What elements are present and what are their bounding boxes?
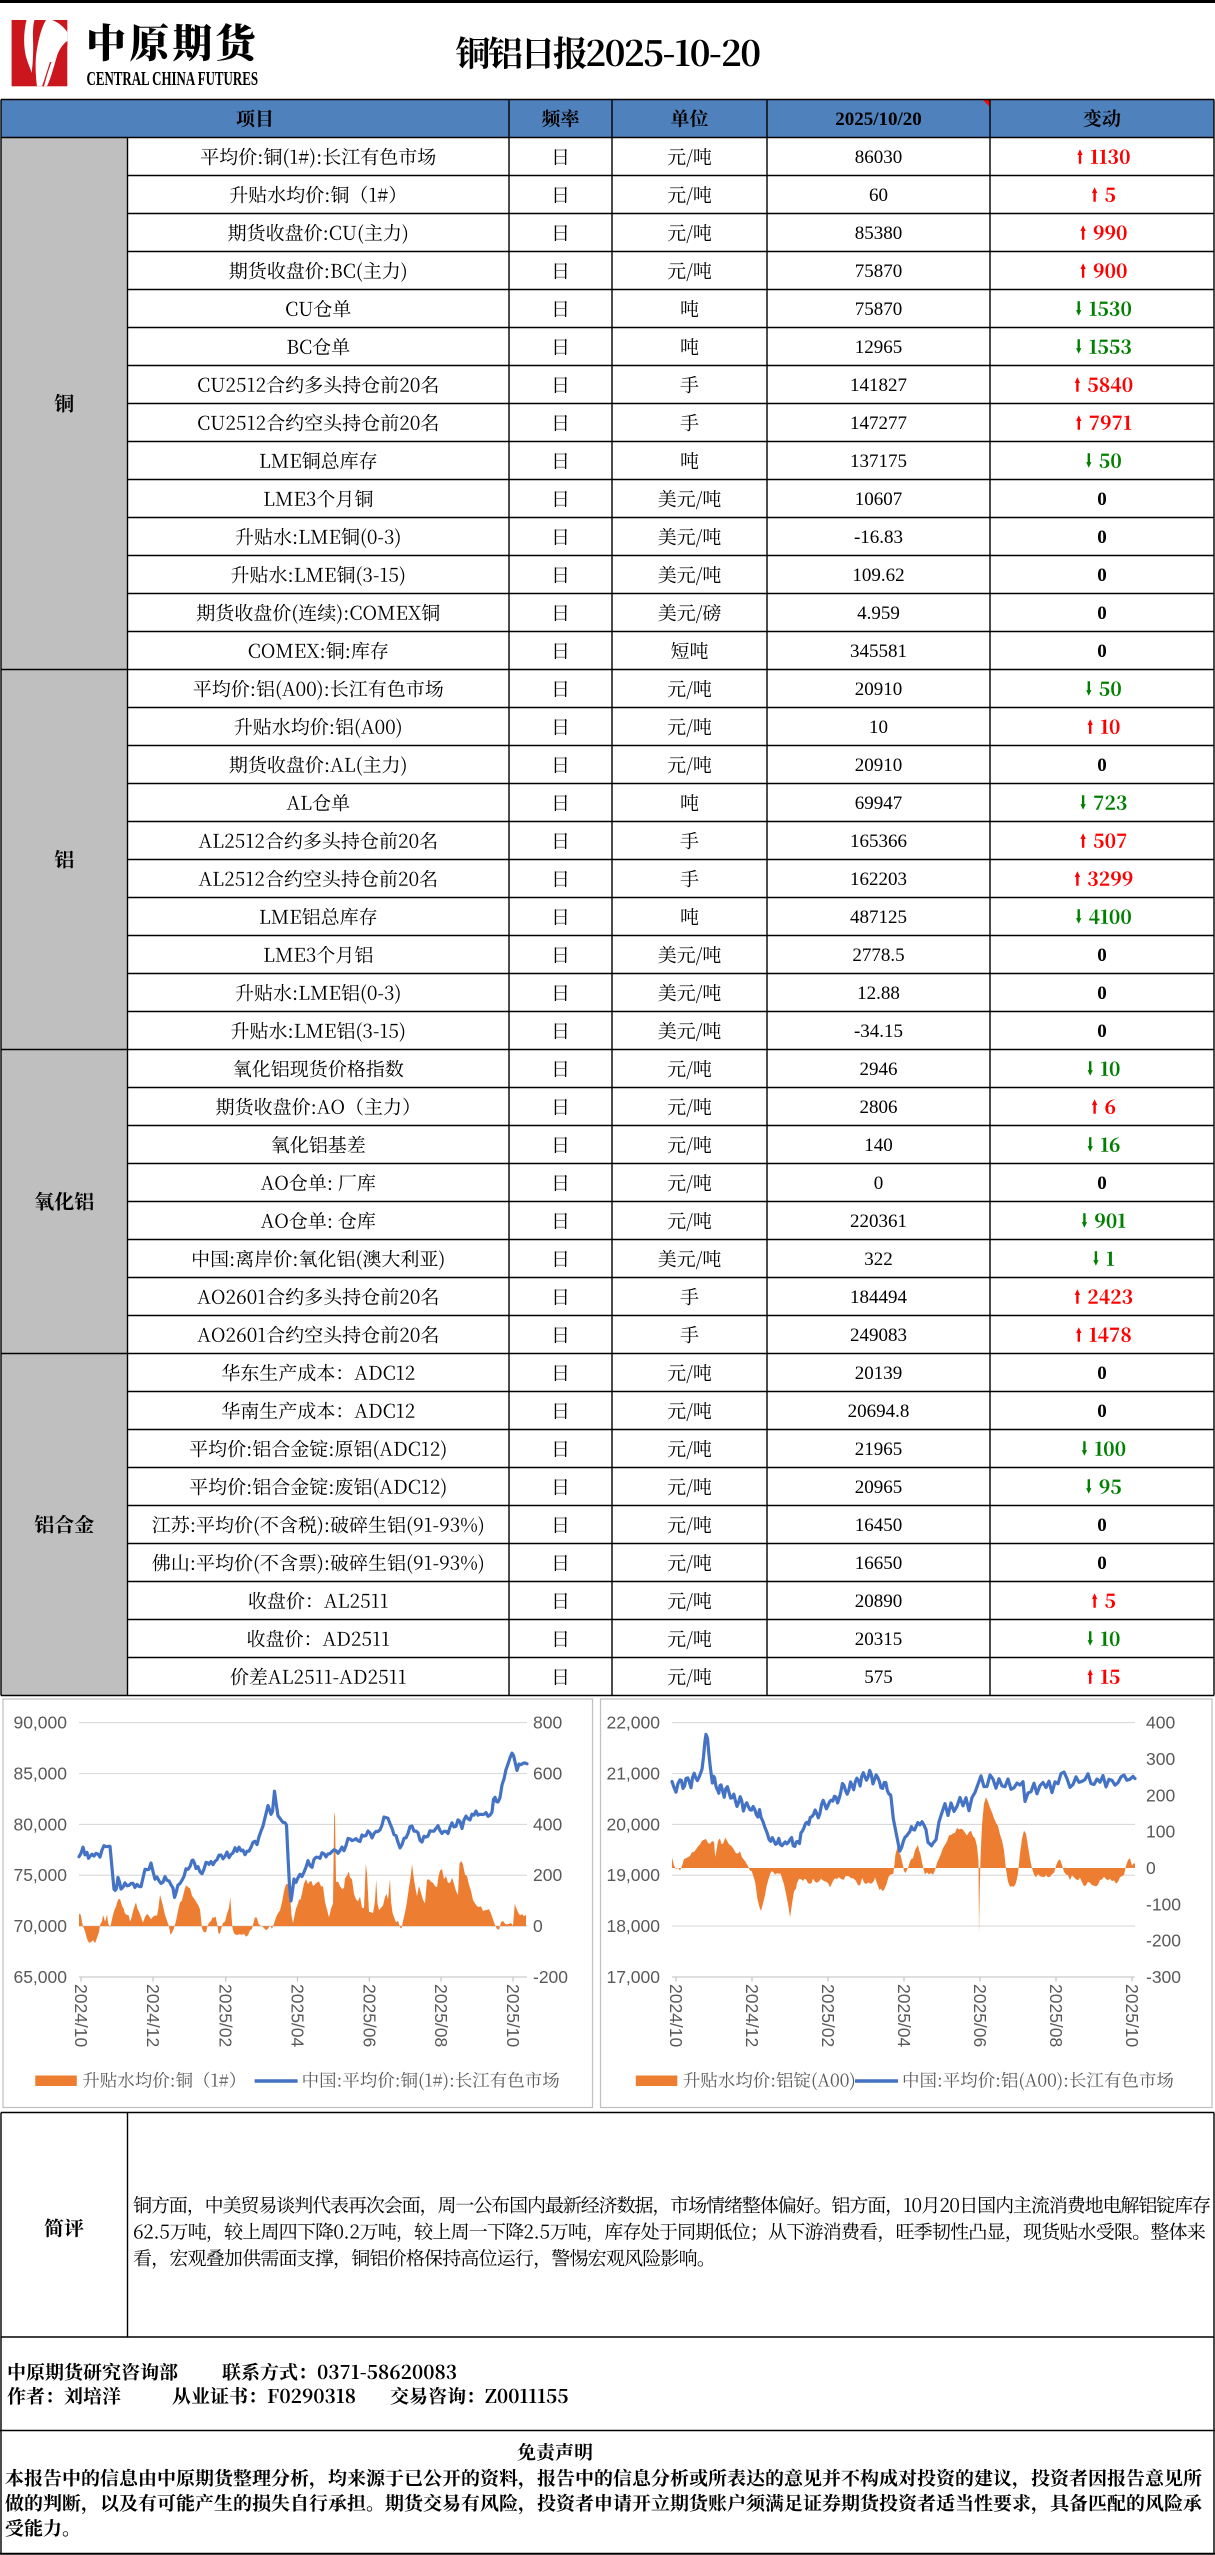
svg-text:2025/08: 2025/08 [431, 1984, 451, 2047]
svg-text:21,000: 21,000 [606, 1764, 660, 1784]
svg-text:19,000: 19,000 [606, 1865, 660, 1885]
svg-text:2024/10: 2024/10 [666, 1984, 686, 2048]
svg-text:0: 0 [1097, 1401, 1107, 1422]
svg-text:165366: 165366 [850, 831, 907, 852]
svg-text:-34.15: -34.15 [854, 1021, 903, 1042]
svg-text:75870: 75870 [855, 261, 903, 282]
svg-text:69947: 69947 [855, 793, 903, 814]
svg-text:0: 0 [1097, 945, 1107, 966]
svg-text:0: 0 [1097, 1553, 1107, 1574]
svg-text:-200: -200 [533, 1967, 568, 1987]
svg-text:0: 0 [1097, 641, 1107, 662]
svg-text:-300: -300 [1146, 1967, 1181, 1987]
svg-text:2024/12: 2024/12 [143, 1984, 163, 2047]
svg-text:2025/02: 2025/02 [216, 1984, 236, 2047]
svg-text:109.62: 109.62 [852, 565, 904, 586]
svg-text:75870: 75870 [855, 299, 903, 320]
svg-text:20965: 20965 [855, 1477, 903, 1498]
svg-text:220361: 220361 [850, 1211, 907, 1232]
svg-text:140: 140 [864, 1135, 893, 1156]
svg-text:2024/10: 2024/10 [71, 1984, 91, 2048]
svg-text:2025/08: 2025/08 [1046, 1984, 1066, 2047]
svg-text:141827: 141827 [850, 375, 907, 396]
svg-text:0: 0 [1097, 565, 1107, 586]
svg-text:16450: 16450 [855, 1515, 903, 1536]
svg-text:0: 0 [1097, 489, 1107, 510]
svg-text:184494: 184494 [850, 1287, 908, 1308]
svg-text:0: 0 [1097, 1173, 1107, 1194]
svg-text:-200: -200 [1146, 1931, 1181, 1951]
svg-text:20139: 20139 [855, 1363, 903, 1384]
svg-text:2025/04: 2025/04 [288, 1984, 308, 2048]
svg-text:0: 0 [1097, 603, 1107, 624]
svg-text:10607: 10607 [855, 489, 903, 510]
svg-text:2025/06: 2025/06 [970, 1984, 990, 2047]
svg-text:20910: 20910 [855, 755, 903, 776]
svg-text:2025/04: 2025/04 [894, 1984, 914, 2048]
svg-text:2778.5: 2778.5 [852, 945, 904, 966]
svg-text:137175: 137175 [850, 451, 907, 472]
svg-text:16650: 16650 [855, 1553, 903, 1574]
svg-text:65,000: 65,000 [13, 1967, 67, 1987]
svg-text:0: 0 [874, 1173, 884, 1194]
svg-text:0: 0 [1097, 527, 1107, 548]
svg-text:100: 100 [1146, 1822, 1175, 1842]
svg-text:400: 400 [533, 1814, 562, 1834]
svg-text:249083: 249083 [850, 1325, 907, 1346]
svg-text:345581: 345581 [850, 641, 907, 662]
svg-text:20694.8: 20694.8 [848, 1401, 910, 1422]
svg-text:CENTRAL CHINA FUTURES: CENTRAL CHINA FUTURES [87, 68, 259, 90]
svg-text:162203: 162203 [850, 869, 907, 890]
svg-text:2024/12: 2024/12 [742, 1984, 762, 2047]
svg-text:85,000: 85,000 [13, 1764, 67, 1784]
svg-text:2806: 2806 [860, 1097, 898, 1118]
svg-text:0: 0 [533, 1916, 543, 1936]
svg-text:200: 200 [1146, 1785, 1175, 1805]
svg-text:300: 300 [1146, 1749, 1175, 1769]
svg-text:2946: 2946 [860, 1059, 898, 1080]
svg-text:575: 575 [864, 1667, 893, 1688]
svg-text:60: 60 [869, 185, 888, 206]
svg-text:147277: 147277 [850, 413, 907, 434]
svg-text:17,000: 17,000 [606, 1967, 660, 1987]
svg-text:800: 800 [533, 1713, 562, 1733]
svg-text:322: 322 [864, 1249, 893, 1270]
svg-text:86030: 86030 [855, 147, 903, 168]
svg-text:487125: 487125 [850, 907, 907, 928]
svg-text:2025/02: 2025/02 [818, 1984, 838, 2047]
svg-text:22,000: 22,000 [606, 1713, 660, 1733]
svg-text:10: 10 [869, 717, 888, 738]
svg-text:0: 0 [1097, 1363, 1107, 1384]
svg-text:-16.83: -16.83 [854, 527, 903, 548]
svg-text:4.959: 4.959 [857, 603, 900, 624]
svg-text:400: 400 [1146, 1713, 1175, 1733]
svg-text:0: 0 [1097, 983, 1107, 1004]
svg-text:18,000: 18,000 [606, 1916, 660, 1936]
svg-text:12.88: 12.88 [857, 983, 900, 1004]
svg-text:20315: 20315 [855, 1629, 903, 1650]
svg-text:75,000: 75,000 [13, 1865, 67, 1885]
svg-text:90,000: 90,000 [13, 1713, 67, 1733]
svg-text:200: 200 [533, 1865, 562, 1885]
svg-text:20890: 20890 [855, 1591, 903, 1612]
svg-text:12965: 12965 [855, 337, 903, 358]
svg-text:2025/10: 2025/10 [1122, 1984, 1142, 2048]
svg-text:2025/06: 2025/06 [359, 1984, 379, 2047]
svg-text:-100: -100 [1146, 1894, 1181, 1914]
svg-text:20,000: 20,000 [606, 1814, 660, 1834]
svg-text:85380: 85380 [855, 223, 903, 244]
svg-text:2025/10/20: 2025/10/20 [835, 109, 922, 130]
svg-text:0: 0 [1097, 1021, 1107, 1042]
svg-text:0: 0 [1097, 755, 1107, 776]
svg-text:0: 0 [1146, 1858, 1156, 1878]
svg-text:0: 0 [1097, 1515, 1107, 1536]
svg-text:80,000: 80,000 [13, 1814, 67, 1834]
svg-text:600: 600 [533, 1764, 562, 1784]
svg-text:70,000: 70,000 [13, 1916, 67, 1936]
svg-text:20910: 20910 [855, 679, 903, 700]
svg-text:2025/10: 2025/10 [503, 1984, 523, 2048]
svg-text:21965: 21965 [855, 1439, 903, 1460]
